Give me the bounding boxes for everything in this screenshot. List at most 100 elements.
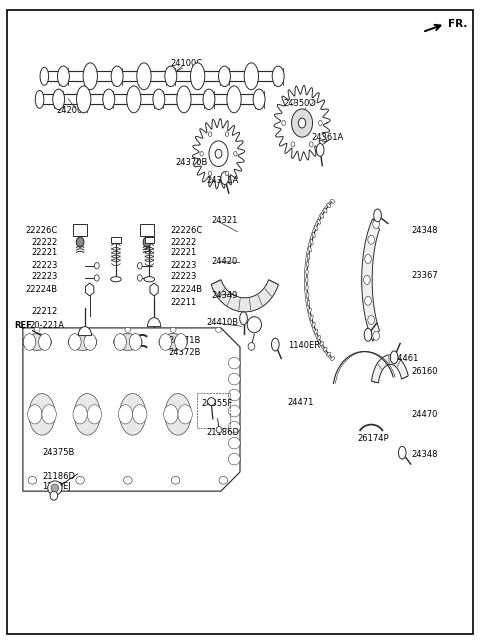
Ellipse shape — [23, 334, 51, 350]
Text: 22211: 22211 — [171, 298, 197, 307]
Circle shape — [24, 334, 36, 350]
Circle shape — [319, 120, 322, 125]
Ellipse shape — [74, 394, 100, 435]
Ellipse shape — [159, 334, 188, 350]
Ellipse shape — [228, 358, 240, 369]
Ellipse shape — [153, 89, 165, 109]
Circle shape — [225, 171, 228, 176]
Ellipse shape — [240, 312, 247, 325]
Ellipse shape — [191, 63, 205, 90]
Ellipse shape — [127, 86, 141, 113]
Circle shape — [38, 334, 51, 350]
Ellipse shape — [48, 481, 62, 495]
Circle shape — [164, 404, 178, 424]
Ellipse shape — [120, 394, 146, 435]
Ellipse shape — [125, 327, 131, 332]
Ellipse shape — [177, 86, 191, 113]
Circle shape — [95, 262, 99, 269]
Polygon shape — [211, 280, 278, 312]
Ellipse shape — [68, 334, 97, 350]
Circle shape — [365, 255, 372, 264]
Ellipse shape — [320, 341, 324, 346]
Ellipse shape — [137, 63, 151, 90]
Circle shape — [309, 99, 313, 104]
Ellipse shape — [228, 374, 240, 385]
Ellipse shape — [165, 394, 191, 435]
Polygon shape — [372, 355, 408, 383]
Text: 22223: 22223 — [31, 272, 58, 281]
Ellipse shape — [228, 421, 240, 433]
Text: 24471: 24471 — [288, 397, 314, 406]
Circle shape — [291, 142, 295, 147]
Circle shape — [87, 404, 102, 424]
Ellipse shape — [203, 89, 215, 109]
Text: 22222: 22222 — [32, 238, 58, 247]
Circle shape — [234, 152, 237, 156]
Wedge shape — [78, 327, 92, 336]
Circle shape — [368, 316, 374, 325]
Circle shape — [299, 118, 306, 128]
Text: 23367: 23367 — [412, 271, 439, 280]
Circle shape — [208, 171, 212, 176]
Circle shape — [365, 296, 372, 305]
Text: 24321: 24321 — [211, 216, 238, 225]
Text: 24375B: 24375B — [42, 448, 74, 457]
Circle shape — [309, 142, 313, 147]
Ellipse shape — [320, 213, 324, 218]
Ellipse shape — [123, 476, 132, 484]
Text: 26160: 26160 — [412, 367, 438, 376]
Text: 22221: 22221 — [171, 248, 197, 257]
Text: 22212: 22212 — [32, 307, 58, 316]
Ellipse shape — [228, 405, 240, 417]
Ellipse shape — [170, 327, 176, 332]
Circle shape — [373, 331, 380, 340]
Ellipse shape — [228, 453, 240, 465]
Ellipse shape — [310, 239, 313, 244]
Text: 24370B: 24370B — [176, 158, 208, 167]
Text: 24372B: 24372B — [168, 348, 201, 357]
Ellipse shape — [312, 232, 315, 237]
Ellipse shape — [83, 63, 97, 90]
Ellipse shape — [253, 89, 265, 109]
Ellipse shape — [111, 276, 121, 282]
Circle shape — [178, 404, 192, 424]
Circle shape — [215, 149, 222, 158]
Text: 24361A: 24361A — [206, 176, 239, 185]
Ellipse shape — [207, 397, 215, 405]
Ellipse shape — [314, 329, 318, 334]
Ellipse shape — [227, 86, 241, 113]
Ellipse shape — [317, 336, 321, 340]
Text: 24349: 24349 — [211, 291, 238, 300]
Circle shape — [42, 404, 56, 424]
Ellipse shape — [58, 66, 70, 87]
Text: 24348: 24348 — [412, 226, 438, 235]
Ellipse shape — [228, 390, 240, 401]
Ellipse shape — [111, 66, 123, 87]
Text: 22223: 22223 — [171, 260, 197, 269]
Ellipse shape — [40, 68, 48, 86]
Text: 26174P: 26174P — [357, 433, 388, 442]
Ellipse shape — [331, 357, 335, 361]
Ellipse shape — [306, 277, 308, 283]
Ellipse shape — [327, 352, 331, 356]
Ellipse shape — [398, 446, 406, 459]
Ellipse shape — [312, 322, 315, 327]
Ellipse shape — [165, 66, 177, 87]
Circle shape — [373, 219, 380, 228]
Ellipse shape — [317, 219, 321, 224]
Text: 21186D: 21186D — [206, 428, 240, 437]
Ellipse shape — [324, 208, 327, 213]
Ellipse shape — [35, 91, 44, 108]
Bar — [144, 237, 154, 244]
Ellipse shape — [374, 209, 382, 222]
Ellipse shape — [306, 269, 308, 275]
Circle shape — [159, 334, 172, 350]
Text: 24371B: 24371B — [168, 336, 201, 345]
Circle shape — [76, 237, 84, 248]
Ellipse shape — [324, 347, 327, 351]
Ellipse shape — [306, 285, 308, 291]
Ellipse shape — [76, 86, 91, 113]
Polygon shape — [362, 219, 380, 341]
Bar — [111, 237, 120, 244]
Text: 24461: 24461 — [393, 354, 419, 363]
